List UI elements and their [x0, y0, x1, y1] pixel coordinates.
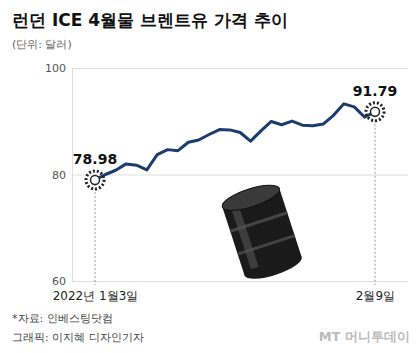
- subtitle: (단위: 달러): [12, 38, 72, 51]
- y-axis: 60 80 100: [45, 62, 408, 288]
- credit: 그래픽: 이지혜 디자인기자: [12, 331, 144, 344]
- title: 런던 ICE 4월물 브렌트유 가격 추이: [12, 10, 288, 30]
- drop-line: [375, 112, 376, 285]
- x-axis: 2022년 1월3일 2월9일: [53, 281, 395, 303]
- source: *자료: 인베스팅닷컴: [12, 312, 113, 325]
- y-tick-label: 100: [45, 62, 66, 75]
- y-tick: 100: [45, 62, 408, 75]
- value-label: 91.79: [353, 83, 397, 99]
- y-tick-label: 80: [52, 169, 66, 182]
- x-axis-line: [96, 281, 376, 282]
- value-label: 78.98: [73, 151, 117, 167]
- point-ring: [366, 103, 384, 121]
- plot-area: [86, 103, 384, 189]
- drop-line: [95, 180, 96, 285]
- price-line: [95, 104, 375, 180]
- grid-line: [72, 68, 408, 69]
- x-tick-label: 2월9일: [356, 289, 395, 303]
- point-marker: [91, 175, 100, 184]
- point-marker: [371, 107, 380, 116]
- watermark: MT 머니투데이: [319, 329, 410, 344]
- y-tick: 60: [52, 275, 408, 288]
- grid-line: [72, 175, 408, 176]
- drop-lines: [95, 112, 375, 285]
- point-ring: [86, 171, 104, 189]
- x-tick-label: 2022년 1월3일: [53, 289, 139, 303]
- chart: 런던 ICE 4월물 브렌트유 가격 추이 (단위: 달러) 60 80 100 2022…: [0, 0, 420, 353]
- barrel-top: [220, 180, 283, 216]
- barrel-highlight: [232, 208, 259, 269]
- grid-line: [72, 281, 408, 282]
- barrel-illustration: [220, 180, 305, 284]
- y-tick-label: 60: [52, 275, 66, 288]
